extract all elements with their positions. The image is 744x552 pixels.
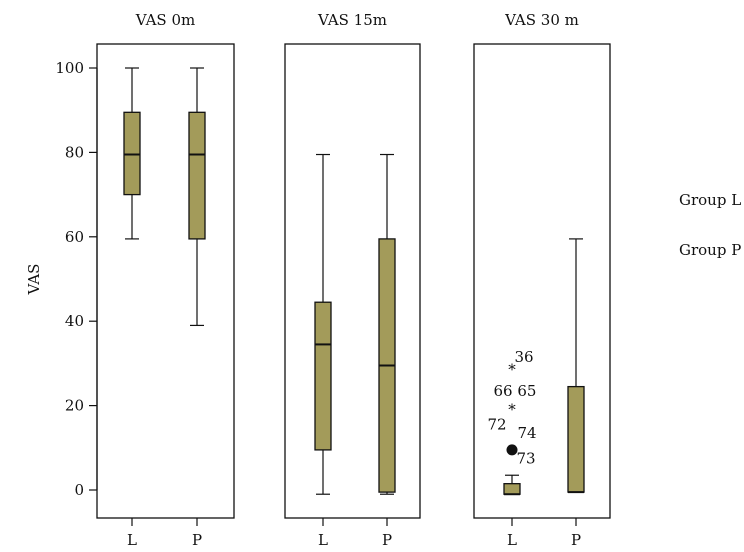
box-2-L	[503, 483, 521, 495]
x-tick-label-2-L: L	[507, 531, 517, 549]
outlier-2-L-1: *	[508, 401, 516, 419]
outlier-2-L-2	[506, 444, 518, 456]
panel-title-1: VAS 15m	[317, 11, 387, 29]
y-tick-label-0: 0	[74, 481, 84, 499]
box-0-L	[123, 111, 141, 196]
panel-title-0: VAS 0m	[135, 11, 195, 29]
y-tick-label-100: 100	[55, 59, 84, 77]
outlier-label-3: 74	[517, 424, 536, 442]
panel-frame-1	[284, 43, 421, 519]
panel-frame-2	[473, 43, 611, 519]
outlier-label-4: 73	[516, 449, 535, 467]
box-0-P	[188, 111, 206, 240]
box-1-L	[314, 301, 332, 451]
outlier-label-2: 72	[487, 416, 506, 434]
legend-entry-1: Group P	[679, 241, 741, 259]
y-tick-label-60: 60	[65, 228, 84, 246]
outlier-label-1: 66 65	[494, 382, 537, 400]
y-axis-label: VAS	[25, 264, 43, 296]
outlier-2-L-0: *	[508, 361, 516, 379]
x-tick-label-1-L: L	[318, 531, 328, 549]
outlier-label-0: 36	[514, 348, 533, 366]
panel-frame-0	[96, 43, 235, 519]
legend-entry-0: Group L	[679, 191, 741, 209]
x-tick-label-2-P: P	[571, 531, 581, 549]
x-tick-label-0-P: P	[192, 531, 202, 549]
y-tick-label-80: 80	[65, 143, 84, 161]
chart-layer: 0 20 40 60 80 100 VAS VAS 0m L P VAS 15m L P VAS 30 m…	[25, 11, 741, 549]
box-2-P	[567, 385, 585, 493]
x-tick-label-0-L: L	[127, 531, 137, 549]
x-tick-label-1-P: P	[382, 531, 392, 549]
y-tick-label-20: 20	[65, 397, 84, 415]
y-tick-label-40: 40	[65, 312, 84, 330]
panel-title-2: VAS 30 m	[504, 11, 579, 29]
